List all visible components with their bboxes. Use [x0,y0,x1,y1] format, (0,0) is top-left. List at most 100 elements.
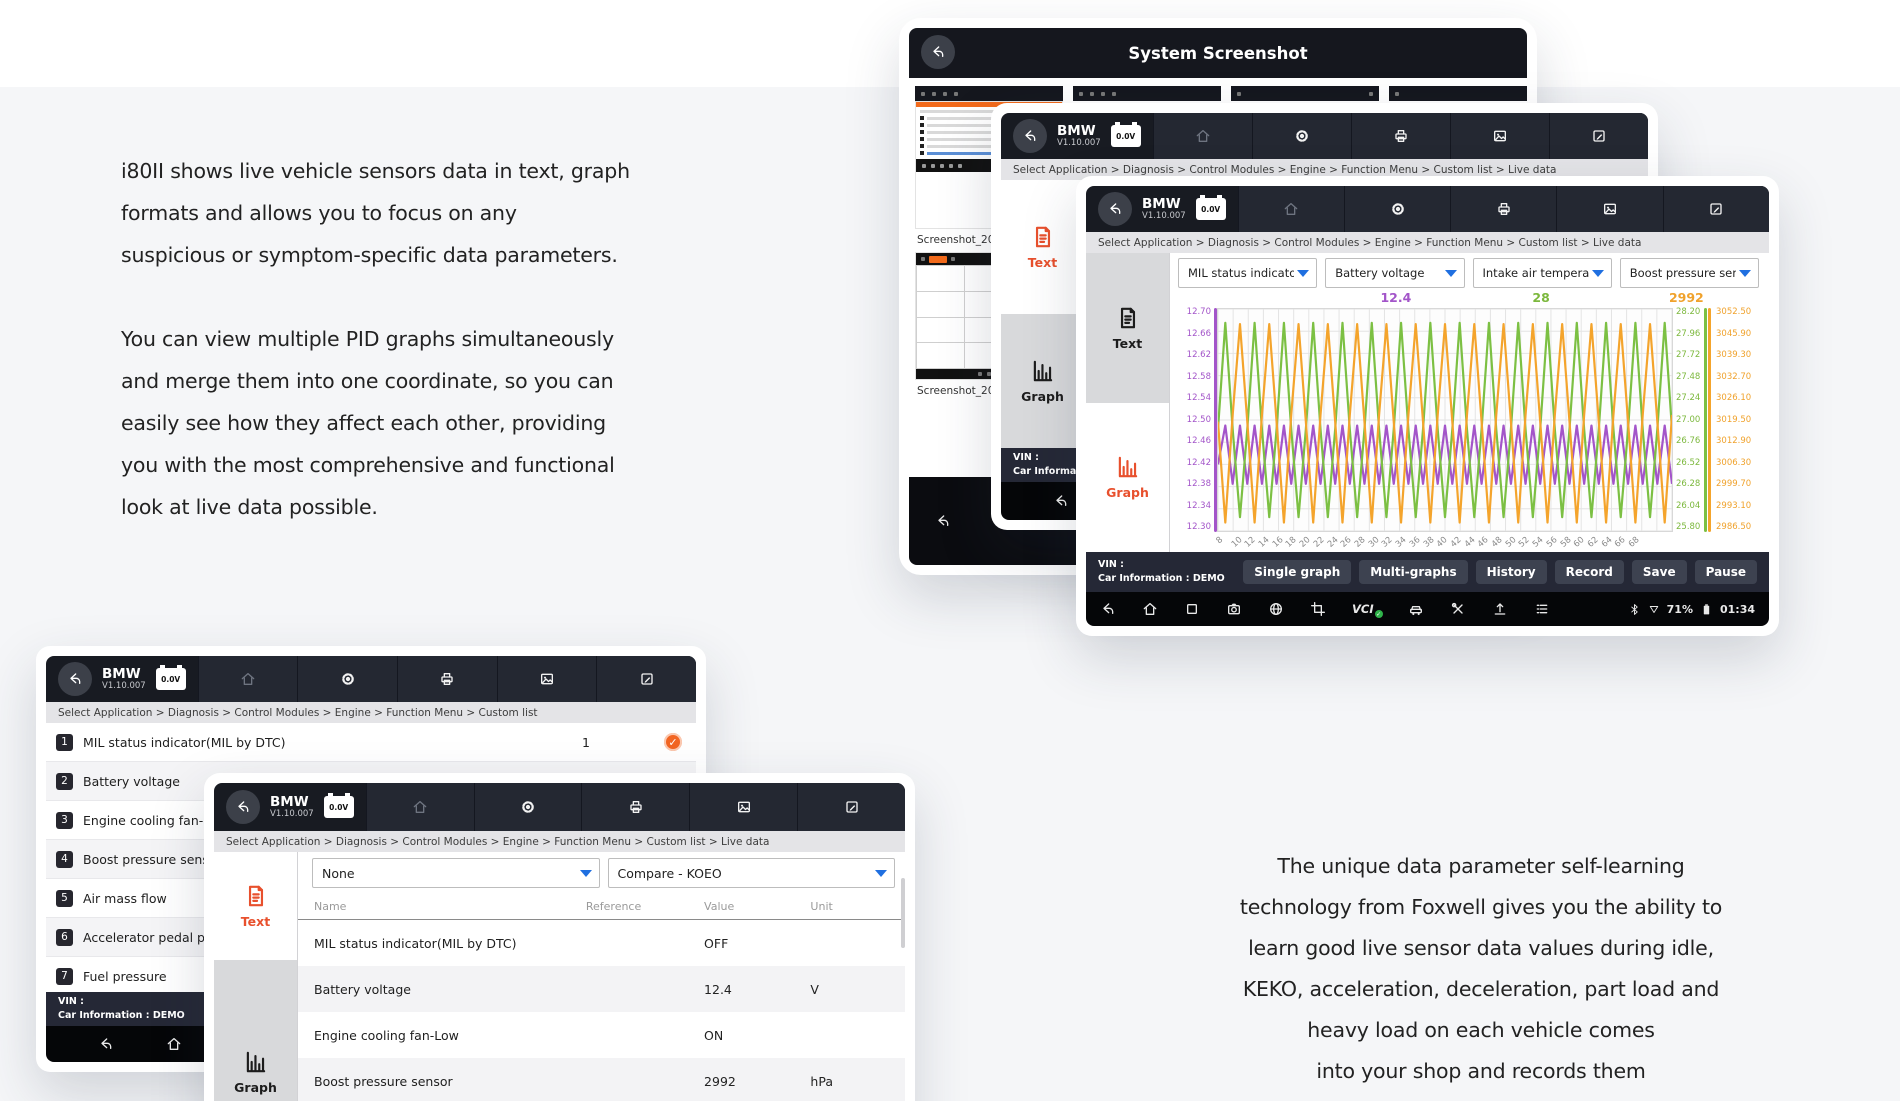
caret-down-icon [579,870,592,877]
upload-icon[interactable] [1492,601,1508,617]
gear-icon [520,799,536,815]
home-button[interactable] [197,656,298,702]
screenshot-button[interactable] [496,656,597,702]
tab-text[interactable]: Text [214,852,297,960]
pid-select-4[interactable]: Boost pressure sensor [1619,258,1759,288]
vin-bar: VIN : Car Information : DEMO Single graph… [1086,552,1769,592]
gear-icon [1390,201,1406,217]
home-button[interactable] [1237,186,1344,232]
pid-chart-plot [1217,308,1673,532]
back-arrow-icon [930,44,946,60]
tab-text[interactable]: Text [1001,180,1084,314]
tools-icon[interactable] [1450,601,1466,617]
history-button[interactable]: History [1475,560,1547,584]
checked-icon[interactable]: ✓ [664,733,682,751]
printer-icon [628,799,644,815]
screenshot-button[interactable] [689,783,797,831]
settings-button[interactable] [297,656,397,702]
table-header: Name Reference Value Unit [298,894,905,920]
back-icon[interactable] [98,1036,114,1052]
save-button[interactable]: Save [1631,560,1687,584]
app-header: BMW V1.10.007 0.0V [1086,186,1769,232]
feedback-button[interactable] [797,783,905,831]
row-value: 1 [582,734,590,750]
vci-icon[interactable]: VCI ✓ [1352,602,1383,618]
print-button[interactable] [1350,113,1450,159]
vci-battery-indicator: 0.0V [1110,122,1141,147]
crop-icon[interactable] [1310,601,1326,617]
globe-icon[interactable] [1268,601,1284,617]
print-button[interactable] [1450,186,1556,232]
back-button[interactable] [1013,119,1047,153]
back-button[interactable] [921,35,955,69]
intake-value: 28 [1532,290,1550,305]
home-button[interactable] [365,783,474,831]
pid-select-3[interactable]: Intake air temperature [1472,258,1612,288]
car-icon[interactable] [1408,601,1424,617]
graph-bars-icon [1115,454,1141,480]
pid-list-row[interactable]: 1 MIL status indicator(MIL by DTC) 1 ✓ [46,723,696,762]
live-graph-screen: BMW V1.10.007 0.0V Select Application > D… [1076,176,1779,636]
back-icon[interactable] [1053,493,1069,509]
pid-select-2[interactable]: Battery voltage [1325,258,1465,288]
screenshot-button[interactable] [1449,113,1549,159]
edit-icon [639,671,655,687]
record-button[interactable]: Record [1554,560,1624,584]
printer-icon [1496,201,1512,217]
gear-icon [1294,128,1310,144]
pause-button[interactable]: Pause [1694,560,1757,584]
live-data-row: Engine cooling fan-Low ON [298,1012,905,1058]
intro-paragraph-2: You can view multiple PID graphs simulta… [121,327,615,519]
pid-filter-select[interactable]: None [312,858,600,888]
screenshot-thumbnail[interactable] [1073,86,1221,557]
edit-icon [1591,128,1607,144]
caret-down-icon [1591,270,1604,277]
multi-graphs-button[interactable]: Multi-graphs [1359,560,1468,584]
page-title: System Screenshot [1128,43,1308,63]
screenshot-button[interactable] [1556,186,1662,232]
print-button[interactable] [397,656,497,702]
app-header: BMW V1.10.007 0.0V [1001,113,1648,159]
back-icon[interactable] [935,513,951,529]
caret-down-icon [1297,270,1310,277]
settings-button[interactable] [473,783,582,831]
text-doc-icon [1115,305,1141,331]
pid-current-values: 12.4 28 2992 [1178,290,1759,307]
home-icon[interactable] [166,1036,182,1052]
feedback-button[interactable] [1662,186,1769,232]
pid-dropdown-row: MIL status indicator(MILBattery voltageI… [1178,258,1759,288]
vci-battery-indicator: 0.0V [155,665,186,690]
recents-icon[interactable] [1184,601,1200,617]
compare-mode-select[interactable]: Compare - KOEO [607,858,895,888]
feedback-button[interactable] [596,656,696,702]
graph-bars-icon [243,1049,269,1075]
tab-graph[interactable]: Graph [214,960,297,1101]
intro-text: i80II shows live vehicle sensors data in… [121,150,781,570]
list-icon[interactable] [1534,601,1550,617]
single-graph-button[interactable]: Single graph [1243,560,1352,584]
screenshot-thumbnail[interactable] [1231,86,1379,557]
back-button[interactable] [58,662,92,696]
back-icon[interactable] [1100,601,1116,617]
pid-select-1[interactable]: MIL status indicator(MIL [1178,258,1318,288]
back-button[interactable] [226,790,260,824]
tab-graph[interactable]: Graph [1001,314,1084,448]
vci-battery-indicator: 0.0V [1195,195,1226,220]
graph-action-buttons: Single graph Multi-graphs History Record Sav… [1243,560,1757,584]
screenshot-thumbnail[interactable] [1389,86,1527,557]
feedback-button[interactable] [1548,113,1648,159]
vehicle-brand: BMW V1.10.007 [102,666,146,691]
print-button[interactable] [581,783,689,831]
home-icon[interactable] [1142,601,1158,617]
battery-axis-bar [1214,308,1217,532]
camera-icon[interactable] [1226,601,1242,617]
scrollbar[interactable] [901,878,905,948]
settings-button[interactable] [1251,113,1351,159]
tab-graph[interactable]: Graph [1086,402,1169,552]
caret-down-icon [875,870,887,877]
tab-text[interactable]: Text [1086,253,1169,403]
back-button[interactable] [1098,192,1132,226]
image-icon [539,671,555,687]
settings-button[interactable] [1343,186,1450,232]
home-button[interactable] [1152,113,1252,159]
